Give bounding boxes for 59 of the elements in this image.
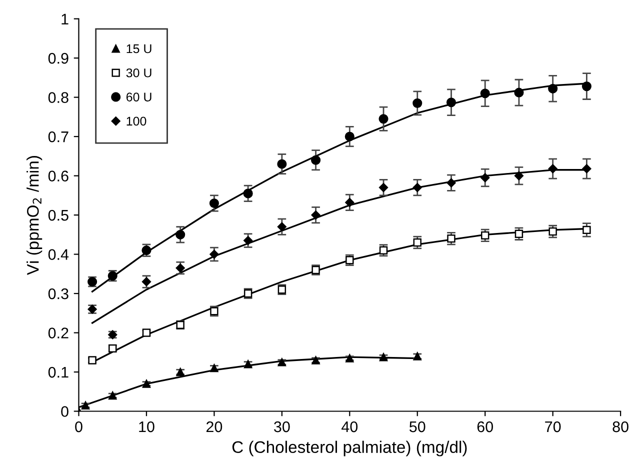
legend-label: 15 U <box>126 44 152 54</box>
x-tick-label: 30 <box>274 421 290 432</box>
y-tick-label: 0.8 <box>48 92 68 103</box>
point <box>514 88 524 98</box>
x-tick-label: 10 <box>139 421 154 432</box>
point <box>548 164 558 174</box>
point <box>277 159 287 169</box>
y-tick-label: 0.2 <box>48 328 68 338</box>
point <box>210 250 219 259</box>
point <box>582 226 591 234</box>
point <box>447 234 456 243</box>
point <box>582 164 592 174</box>
point <box>412 183 422 192</box>
point <box>548 84 558 94</box>
point <box>378 183 388 192</box>
point <box>548 227 557 236</box>
y-tick-label: 0.9 <box>48 52 68 64</box>
point <box>379 246 388 254</box>
y-axis-title: Vi (ppmO$_{2}$ /min) <box>26 156 42 276</box>
legend-label: 30 U <box>126 68 152 78</box>
x-tick-label: 50 <box>409 421 426 432</box>
y-tick-label: 1 <box>62 14 68 24</box>
point <box>446 178 456 188</box>
x-tick-label: 0 <box>75 421 82 432</box>
point <box>311 210 320 220</box>
x-tick-label: 70 <box>545 421 561 432</box>
point <box>514 230 524 238</box>
point <box>446 98 456 108</box>
y-tick-label: 0.5 <box>48 210 68 221</box>
x-tick-label: 40 <box>342 421 358 432</box>
legend-label: 60 U <box>126 92 152 102</box>
point <box>480 173 490 182</box>
point <box>310 155 321 165</box>
point <box>344 132 354 142</box>
y-tick-label: 0.7 <box>48 131 68 142</box>
point <box>277 222 286 232</box>
y-tick-label: 0.6 <box>48 170 68 182</box>
y-tick-label: 0 <box>61 406 68 417</box>
y-tick-label: 0.4 <box>48 249 69 260</box>
point <box>480 88 490 98</box>
point <box>514 171 524 180</box>
x-tick-label: 60 <box>477 421 493 432</box>
point <box>244 236 253 246</box>
x-tick-label: 20 <box>206 421 222 432</box>
point <box>108 344 117 353</box>
point <box>243 188 253 198</box>
x-tick-label: 80 <box>612 421 628 432</box>
point <box>209 198 219 208</box>
y-tick-label: 0.3 <box>48 288 68 300</box>
point <box>176 230 186 240</box>
point <box>412 98 422 108</box>
legend-label: 100 <box>126 116 146 126</box>
point <box>413 238 422 247</box>
point <box>582 82 592 92</box>
y-tick-label: 0.1 <box>48 366 68 378</box>
x-axis-title: C (Cholesterol palmiate) (mg/dl) <box>232 440 467 456</box>
point <box>378 114 388 124</box>
point <box>345 198 354 208</box>
point <box>481 231 490 240</box>
